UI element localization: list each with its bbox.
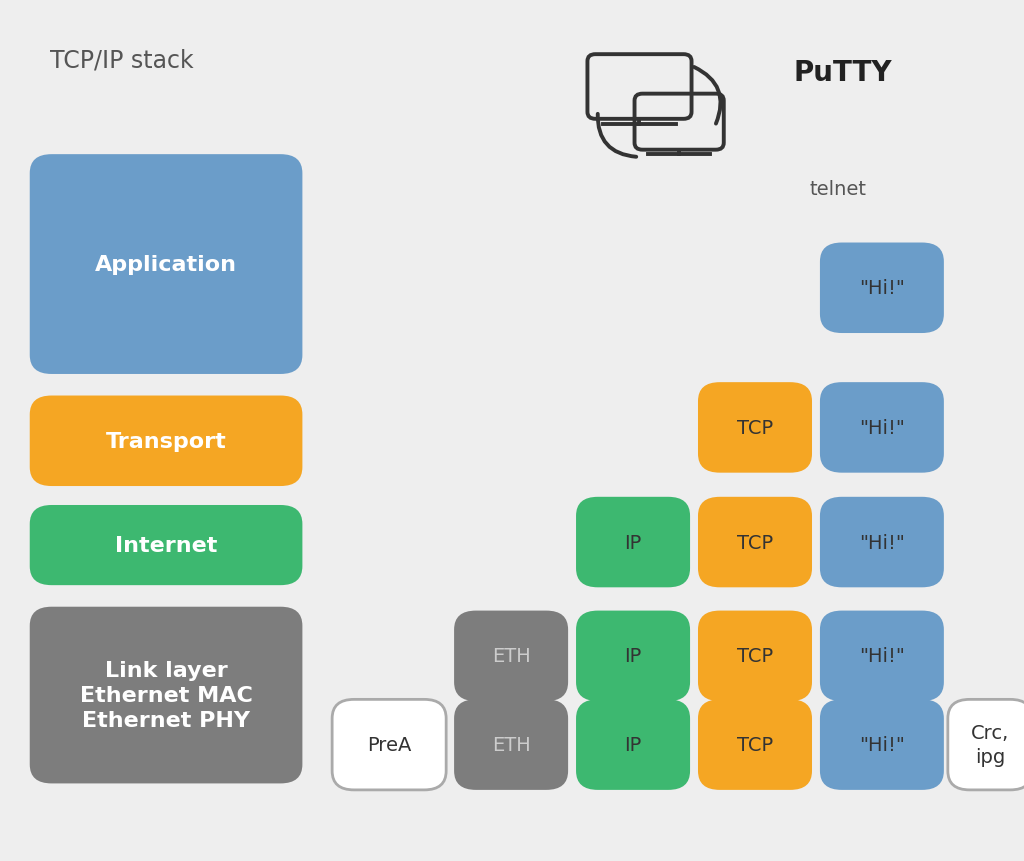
FancyBboxPatch shape (577, 699, 690, 790)
FancyBboxPatch shape (454, 699, 568, 790)
FancyBboxPatch shape (577, 611, 690, 701)
Text: TCP/IP stack: TCP/IP stack (49, 48, 194, 72)
FancyBboxPatch shape (30, 505, 302, 585)
FancyBboxPatch shape (820, 382, 944, 474)
Text: PreA: PreA (367, 735, 412, 754)
Text: TCP: TCP (737, 533, 773, 552)
Text: TCP: TCP (737, 735, 773, 754)
Text: "Hi!": "Hi!" (859, 735, 905, 754)
Text: "Hi!": "Hi!" (859, 647, 905, 666)
Text: Application: Application (95, 255, 238, 275)
FancyBboxPatch shape (30, 607, 302, 784)
Text: Crc,
ipg: Crc, ipg (971, 723, 1009, 766)
Text: Link layer
Ethernet MAC
Ethernet PHY: Link layer Ethernet MAC Ethernet PHY (80, 660, 253, 730)
Text: ETH: ETH (492, 647, 530, 666)
Text: "Hi!": "Hi!" (859, 418, 905, 437)
Text: PuTTY: PuTTY (794, 59, 892, 87)
Text: "Hi!": "Hi!" (859, 533, 905, 552)
FancyBboxPatch shape (820, 243, 944, 334)
FancyBboxPatch shape (820, 611, 944, 701)
FancyBboxPatch shape (820, 699, 944, 790)
FancyBboxPatch shape (332, 699, 446, 790)
Text: IP: IP (625, 533, 642, 552)
Text: "Hi!": "Hi!" (859, 279, 905, 298)
Text: TCP: TCP (737, 418, 773, 437)
FancyBboxPatch shape (698, 498, 812, 587)
FancyBboxPatch shape (698, 382, 812, 474)
FancyBboxPatch shape (820, 498, 944, 587)
FancyBboxPatch shape (698, 611, 812, 701)
Text: IP: IP (625, 647, 642, 666)
Text: Transport: Transport (105, 431, 226, 451)
FancyBboxPatch shape (30, 155, 302, 375)
Text: IP: IP (625, 735, 642, 754)
Text: TCP: TCP (737, 647, 773, 666)
FancyBboxPatch shape (698, 699, 812, 790)
FancyBboxPatch shape (948, 699, 1024, 790)
FancyBboxPatch shape (30, 396, 302, 486)
Text: telnet: telnet (809, 180, 866, 199)
Text: ETH: ETH (492, 735, 530, 754)
FancyBboxPatch shape (577, 498, 690, 587)
Text: Internet: Internet (115, 536, 217, 555)
FancyBboxPatch shape (454, 611, 568, 701)
